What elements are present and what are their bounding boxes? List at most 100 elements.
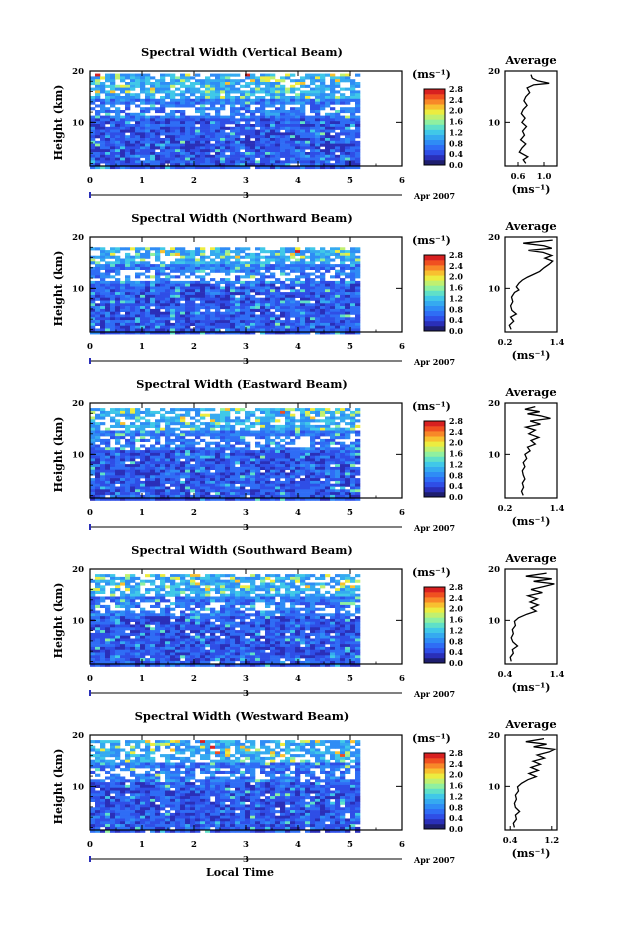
heatmap-cell [145,292,151,296]
heatmap-cell [260,283,266,287]
heatmap-cell [325,424,331,428]
heatmap-cell [345,154,351,158]
heatmap-cell [215,255,221,259]
heatmap-cell [350,143,356,147]
heatmap-cell [115,272,121,276]
heatmap-cell [95,320,101,324]
heatmap-cell [135,447,141,451]
heatmap-cell [325,258,331,262]
heatmap-cell [155,447,161,451]
heatmap-cell [180,430,186,434]
heatmap-cell [280,152,286,156]
heatmap-cell [120,480,126,484]
heatmap-cell [315,157,321,161]
average-frame [504,236,558,333]
heatmap-cell [315,461,321,465]
heatmap-cell [330,129,336,133]
heatmap-cell [180,438,186,442]
heatmap-cell [335,118,341,122]
heatmap-cell [225,430,231,434]
heatmap-cell [190,475,196,479]
heatmap-cell [120,424,126,428]
average-unit: (ms⁻¹) [512,183,551,196]
heatmap-cell [255,247,261,251]
heatmap-cell [345,152,351,156]
heatmap-cell [270,266,276,270]
heatmap-cell [185,143,191,147]
heatmap-cell [305,497,311,501]
heatmap-cell [340,96,346,100]
heatmap-cell [190,286,196,290]
heatmap-cell [355,275,361,279]
heatmap-cell [305,494,311,498]
heatmap-cell [100,466,106,470]
heatmap-cell [290,430,296,434]
heatmap-cell [275,430,281,434]
heatmap-cell [280,483,286,487]
heatmap-cell [230,132,236,136]
heatmap-cell [315,458,321,462]
heatmap-cell [105,478,111,482]
heatmap-cell [260,472,266,476]
heatmap-cell [295,112,301,116]
heatmap-cell [260,308,266,312]
heatmap-cell [325,124,331,128]
heatmap-cell [180,247,186,251]
heatmap-cell [95,458,101,462]
heatmap-cell [175,300,181,304]
heatmap-cell [115,93,121,97]
heatmap-cell [305,475,311,479]
heatmap-cell [190,87,196,91]
heatmap-cell [270,82,276,86]
heatmap-cell [285,300,291,304]
heatmap-cell [230,317,236,321]
heatmap-cell [320,447,326,451]
heatmap-cell [290,157,296,161]
heatmap-cell [190,458,196,462]
heatmap-cell [280,322,286,326]
heatmap-cell [205,408,211,412]
heatmap-cell [230,266,236,270]
heatmap-cell [290,452,296,456]
heatmap-cell [220,135,226,139]
heatmap-cell [255,152,261,156]
heatmap-cell [350,272,356,276]
heatmap-cell [310,297,316,301]
heatmap-cell [165,300,171,304]
heatmap-cell [230,115,236,119]
heatmap-cell [190,84,196,88]
heatmap-cell [330,82,336,86]
x-tick-label: 5 [347,342,353,352]
heatmap-cell [220,258,226,262]
heatmap-cell [175,87,181,91]
heatmap-cell [220,489,226,493]
heatmap-cell [180,492,186,496]
heatmap-cell [140,289,146,293]
x-tick-label: 2 [191,176,197,186]
heatmap-cell [240,469,246,473]
heatmap-cell [285,266,291,270]
heatmap-cell [290,455,296,459]
heatmap-cell [290,494,296,498]
heatmap-cell [165,286,171,290]
heatmap-cell [300,143,306,147]
heatmap-cell [245,458,251,462]
heatmap-cell [220,98,226,102]
heatmap-cell [350,264,356,268]
heatmap-cell [205,82,211,86]
heatmap-cell [240,331,246,335]
heatmap-cell [95,264,101,268]
heatmap-cell [95,292,101,296]
heatmap-cell [315,317,321,321]
heatmap-cell [185,469,191,473]
heatmap-cell [170,252,176,256]
heatmap-cell [275,461,281,465]
heatmap-cell [225,300,231,304]
heatmap-cell [270,129,276,133]
colorbar-swatch [424,109,445,115]
heatmap-cell [200,292,206,296]
heatmap-cell [130,266,136,270]
colorbar-unit: (ms⁻¹) [412,400,451,413]
heatmap-cell [190,438,196,442]
heatmap-cell [250,283,256,287]
